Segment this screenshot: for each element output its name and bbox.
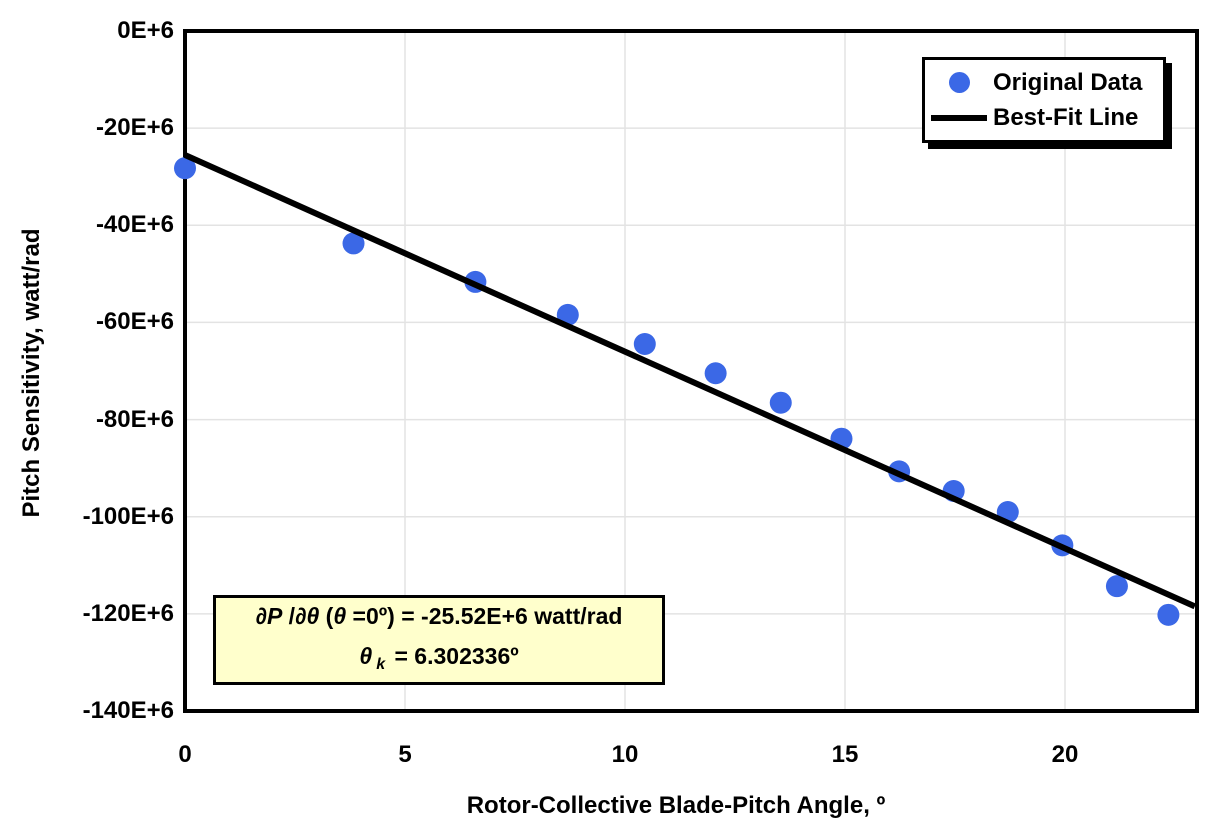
- y-tick-label: 0E+6: [117, 17, 174, 44]
- black-line-icon: [931, 114, 987, 121]
- x-tick-label: 15: [831, 741, 859, 768]
- partial-theta-symbol: ∂θ: [295, 602, 320, 629]
- theta-k-value-text: = 6.302336º: [388, 642, 519, 669]
- legend: Original Data Best-Fit Line: [922, 57, 1166, 143]
- legend-item-original-data: Original Data: [931, 65, 1159, 100]
- k-subscript: k: [376, 655, 386, 673]
- data-point: [174, 157, 196, 180]
- original-data-marker: [931, 72, 987, 93]
- slope-value-text: =0º) = -25.52E+6 watt/rad: [346, 602, 623, 629]
- best-fit-line-marker: [931, 114, 987, 121]
- x-tick-label: 10: [611, 741, 639, 768]
- y-tick-label: -60E+6: [95, 308, 174, 336]
- x-axis-title: Rotor-Collective Blade-Pitch Angle, º: [466, 792, 886, 819]
- x-tick-label: 0: [178, 741, 192, 768]
- x-tick-label: 5: [398, 741, 412, 768]
- y-tick-label: -80E+6: [95, 405, 174, 433]
- y-tick-label: -140E+6: [82, 697, 174, 724]
- blue-dot-icon: [948, 72, 970, 93]
- y-tick-label: -100E+6: [82, 502, 174, 530]
- theta-symbol: θ: [333, 602, 347, 629]
- partial-P-symbol: ∂P: [255, 602, 283, 629]
- y-tick-label: -40E+6: [95, 211, 174, 239]
- data-point: [704, 362, 727, 385]
- annotation-line-1: ∂P /∂θ (θ =0º) = -25.52E+6 watt/rad: [256, 596, 623, 636]
- data-point: [1105, 575, 1128, 598]
- data-point: [769, 391, 792, 414]
- data-point: [556, 303, 579, 326]
- y-tick-label: -20E+6: [95, 114, 174, 142]
- paren: (: [319, 602, 334, 629]
- legend-label-original-data: Original Data: [993, 68, 1143, 96]
- plot-border: [183, 29, 1199, 713]
- theta-k-symbol: θ: [359, 642, 373, 669]
- data-point: [342, 232, 365, 255]
- slash: /: [282, 602, 296, 629]
- data-point: [633, 332, 656, 355]
- best-fit-line: [183, 152, 1197, 610]
- legend-label-best-fit-line: Best-Fit Line: [993, 103, 1139, 131]
- legend-item-best-fit-line: Best-Fit Line: [931, 100, 1159, 135]
- x-tick-label: 20: [1051, 741, 1079, 768]
- y-axis-title: Pitch Sensitivity, watt/rad: [18, 228, 45, 518]
- data-point: [1157, 603, 1180, 626]
- y-tick-label: -120E+6: [82, 599, 174, 627]
